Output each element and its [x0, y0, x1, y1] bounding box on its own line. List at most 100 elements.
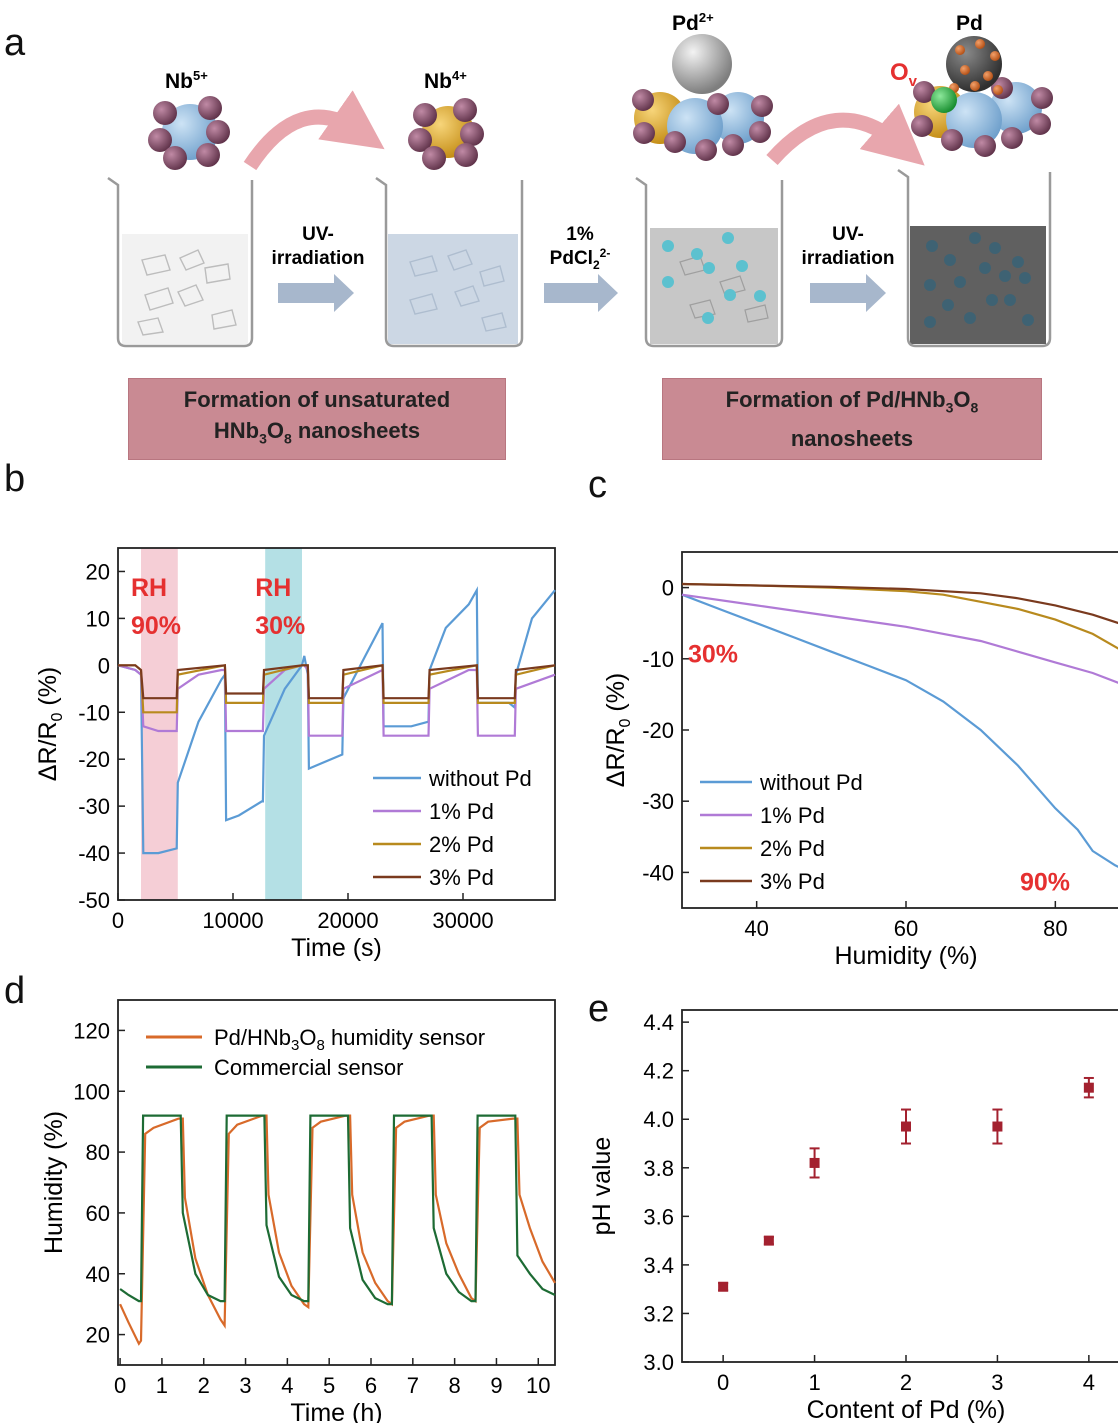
oxygen-vacancy-label: Ov: [890, 59, 918, 90]
chart-c-resistance-vs-humidity: 40 60 80 0 -10 -20 -30 -40 Humidity (%) ΔR/R0 (%)…: [602, 551, 1118, 970]
x-axis-title-c: Humidity (%): [834, 942, 977, 970]
plot-frame-b: [117, 547, 556, 901]
x-tick-label-c: 60: [894, 916, 918, 941]
y-tick-label-b: 20: [86, 559, 110, 584]
y-tick-label-c: -40: [642, 860, 674, 885]
curved-arrow-2: [766, 103, 925, 166]
x-axis-title-e: Content of Pd (%): [807, 1396, 1006, 1423]
x-tick-label-d: 8: [449, 1373, 461, 1398]
y-tick-label-e: 3.4: [643, 1253, 674, 1278]
plot-frame-e: [681, 1009, 1118, 1363]
y-axis-title-e: pH value: [588, 1137, 616, 1236]
nb4-cluster: [408, 98, 484, 170]
curved-arrow-1: [243, 90, 385, 171]
shaded-region-1: [265, 548, 302, 900]
legend-label-d-0: Pd/HNb3O8 humidity sensor: [214, 1025, 485, 1054]
y-tick-label-b: -20: [78, 747, 110, 772]
x-tick-label-d: 7: [407, 1373, 419, 1398]
x-axis-title-b: Time (s): [291, 934, 382, 962]
x-tick-label-b: 10000: [202, 908, 263, 933]
formation-box-unsaturated: Formation of unsaturated HNb3O8 nanoshee…: [128, 378, 506, 460]
y-tick-label-e: 3.8: [643, 1156, 674, 1181]
series-line-d-1: [119, 1114, 556, 1306]
formation-box-pd: Formation of Pd/HNb3O8 nanosheets: [662, 378, 1042, 460]
step2-label-line1: 1%: [566, 224, 594, 245]
legend-label-c-1: 1% Pd: [760, 803, 825, 828]
y-tick-label-e: 3.0: [643, 1350, 674, 1375]
chart-e-ph-vs-pd-content: 0 1 2 3 4 3.0 3.2 3.4 3.6 3.8 4.0 4.2 4.4 Content of …: [588, 1009, 1118, 1423]
x-tick-label-e: 2: [900, 1370, 912, 1395]
y-tick-label-c: 0: [662, 576, 674, 601]
legend-label-c-3: 3% Pd: [760, 869, 825, 894]
y-axis-title-d: Humidity (%): [40, 1111, 68, 1254]
pd2-cluster: [632, 34, 773, 161]
series-line-b-3: [118, 664, 556, 700]
panel-label-d: d: [4, 970, 26, 1012]
data-point-2: [809, 1157, 820, 1168]
step1-label-line1: UV-: [302, 224, 334, 245]
y-tick-label-b: -50: [78, 888, 110, 913]
series-line-b-2: [118, 663, 556, 714]
x-tick-label-d: 0: [114, 1373, 126, 1398]
series-line-b-1: [117, 664, 556, 737]
panel-a-schematic: Nb5+ Nb4+ Pd2+ Pd Ov UV- irradiation 1% …: [107, 10, 1053, 348]
shaded-label-1: 30%: [255, 612, 305, 640]
ion-label-nb5: Nb5+: [165, 68, 208, 93]
x-axis-title-d: Time (h): [290, 1399, 382, 1423]
x-tick-label-d: 3: [239, 1373, 251, 1398]
legend-label-d-1: Commercial sensor: [214, 1055, 404, 1080]
formation-box-1-line1: Formation of unsaturated: [183, 386, 451, 412]
step2-label-line2: PdCl22-: [550, 246, 611, 272]
formation-box-1-line2: HNb3O8 nanosheets: [213, 417, 421, 447]
beaker-1: [107, 176, 254, 348]
x-tick-label-e: 0: [717, 1370, 729, 1395]
shaded-region-0: [141, 548, 178, 900]
nb5-cluster: [148, 96, 230, 170]
chart-b-resistance-vs-time: RH 90% RH 30% 0 10000 20000 30000 20 10 0 -10 -20 -30…: [34, 547, 556, 962]
panel-label-b: b: [4, 458, 26, 500]
y-tick-label-e: 3.6: [643, 1204, 674, 1229]
x-tick-label-e: 4: [1083, 1370, 1095, 1395]
plot-frame-d: [117, 999, 556, 1366]
x-tick-label-e: 3: [991, 1370, 1003, 1395]
data-point-4: [992, 1121, 1003, 1132]
x-tick-label-d: 4: [281, 1373, 293, 1398]
y-tick-label-b: -10: [78, 700, 110, 725]
data-point-1: [763, 1235, 774, 1246]
annotation-c-0: 30%: [688, 641, 738, 669]
beaker-3: [635, 176, 784, 348]
x-tick-label-b: 30000: [432, 908, 493, 933]
series-line-c-0: [681, 593, 1118, 868]
x-tick-label-d: 10: [526, 1373, 550, 1398]
x-tick-label-e: 1: [808, 1370, 820, 1395]
ion-label-pd: Pd: [956, 12, 983, 35]
y-tick-label-e: 3.2: [643, 1301, 674, 1326]
y-tick-label-b: -30: [78, 794, 110, 819]
beaker-4: [897, 168, 1052, 348]
y-tick-label-e: 4.0: [643, 1107, 674, 1132]
y-tick-label-d: 60: [86, 1201, 110, 1226]
x-tick-label-d: 9: [490, 1373, 502, 1398]
data-point-0: [718, 1281, 729, 1292]
shaded-label-0: 90%: [131, 612, 181, 640]
formation-box-2-line1: Formation of Pd/HNb3O8: [725, 386, 979, 416]
data-point-5: [1083, 1082, 1094, 1093]
y-tick-label-c: -20: [642, 718, 674, 743]
annotation-c-1: 90%: [1020, 868, 1070, 896]
data-point-3: [901, 1121, 911, 1132]
formation-box-2-line2: nanosheets: [790, 426, 914, 452]
legend-label-c-2: 2% Pd: [760, 836, 825, 861]
legend-label-c-0: without Pd: [759, 770, 863, 795]
step1-label-line2: irradiation: [272, 248, 365, 269]
y-tick-label-b: 0: [98, 653, 110, 678]
y-tick-label-d: 80: [86, 1140, 110, 1165]
y-tick-label-d: 40: [86, 1262, 110, 1287]
y-tick-label-c: -30: [642, 789, 674, 814]
y-axis-title-c: ΔR/R0 (%): [602, 673, 634, 788]
ion-label-pd2: Pd2+: [672, 10, 714, 35]
legend-label-b-0: without Pd: [428, 766, 532, 791]
legend-label-b-3: 3% Pd: [429, 865, 494, 890]
y-tick-label-b: 10: [86, 606, 110, 631]
x-tick-label-b: 20000: [317, 908, 378, 933]
